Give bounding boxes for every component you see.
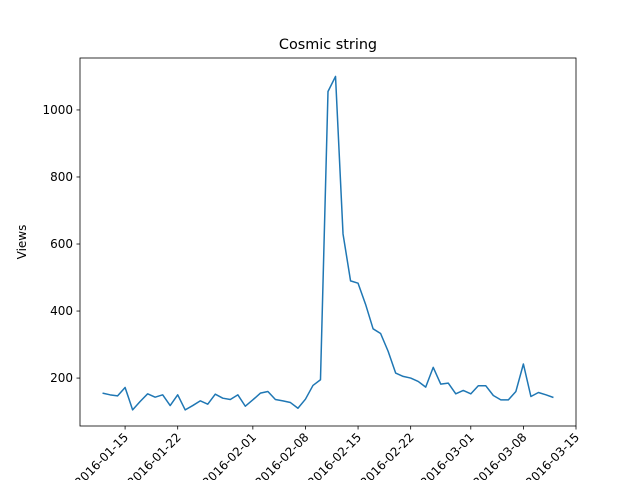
y-tick-label: 600 [50,237,73,251]
y-tick-label: 400 [50,304,73,318]
y-axis-label: Views [15,225,29,260]
line [102,75,554,411]
chart-title: Cosmic string [279,37,377,53]
y-tick-label: 1000 [42,103,73,117]
y-tick-label: 200 [50,371,73,385]
y-tick-label: 800 [50,170,73,184]
plot-frame [79,57,577,427]
